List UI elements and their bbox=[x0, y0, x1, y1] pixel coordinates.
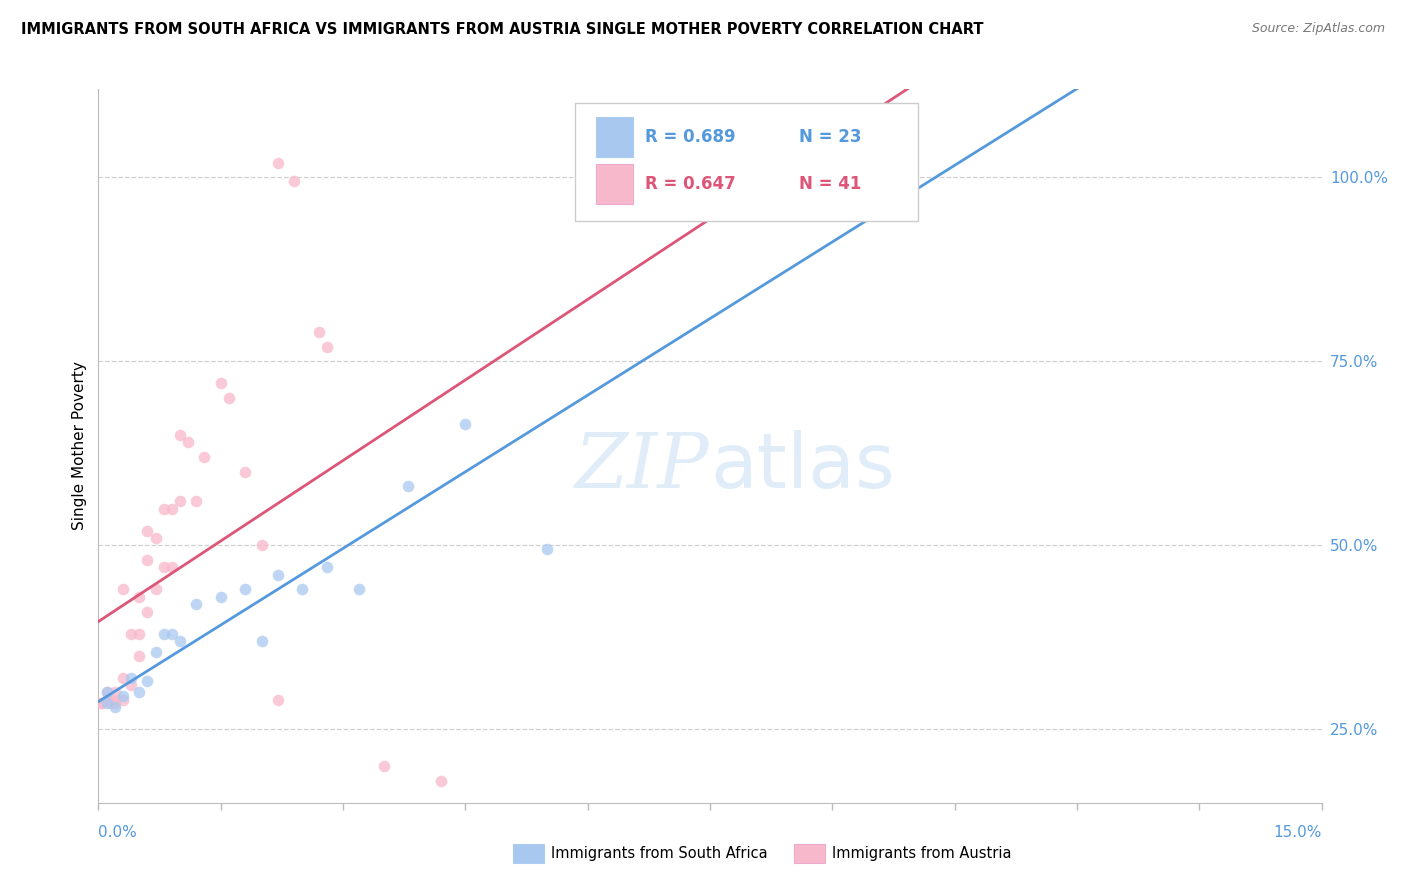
FancyBboxPatch shape bbox=[596, 118, 633, 157]
Point bbox=[136, 605, 159, 619]
Point bbox=[233, 465, 256, 479]
Point bbox=[120, 626, 142, 640]
Point bbox=[160, 501, 183, 516]
Point bbox=[104, 685, 127, 699]
Point bbox=[283, 174, 305, 188]
Point bbox=[96, 697, 118, 711]
Point bbox=[186, 597, 208, 611]
Point bbox=[845, 163, 868, 178]
Point bbox=[218, 391, 240, 405]
Point bbox=[128, 648, 150, 663]
Point bbox=[136, 674, 159, 689]
Point bbox=[267, 693, 290, 707]
Point bbox=[349, 582, 371, 597]
Point bbox=[120, 678, 142, 692]
Point bbox=[145, 531, 167, 545]
Point bbox=[250, 634, 273, 648]
Point bbox=[250, 538, 273, 552]
Text: Source: ZipAtlas.com: Source: ZipAtlas.com bbox=[1251, 22, 1385, 36]
Text: ZIP: ZIP bbox=[575, 431, 710, 504]
Point bbox=[111, 582, 134, 597]
Point bbox=[536, 541, 558, 556]
Point bbox=[152, 560, 174, 574]
Point bbox=[111, 689, 134, 703]
Point bbox=[152, 626, 174, 640]
Point bbox=[104, 693, 127, 707]
FancyBboxPatch shape bbox=[596, 164, 633, 203]
FancyBboxPatch shape bbox=[575, 103, 918, 221]
Point bbox=[111, 671, 134, 685]
Text: Immigrants from Austria: Immigrants from Austria bbox=[832, 847, 1012, 861]
Point bbox=[96, 685, 118, 699]
Point bbox=[233, 582, 256, 597]
Point bbox=[136, 553, 159, 567]
Point bbox=[145, 645, 167, 659]
Point bbox=[90, 697, 112, 711]
Point bbox=[100, 697, 122, 711]
Point bbox=[177, 435, 200, 450]
Text: N = 23: N = 23 bbox=[800, 128, 862, 146]
Point bbox=[160, 626, 183, 640]
Point bbox=[315, 560, 337, 574]
Point bbox=[91, 697, 114, 711]
Text: atlas: atlas bbox=[710, 431, 894, 504]
Text: IMMIGRANTS FROM SOUTH AFRICA VS IMMIGRANTS FROM AUSTRIA SINGLE MOTHER POVERTY CO: IMMIGRANTS FROM SOUTH AFRICA VS IMMIGRAN… bbox=[21, 22, 984, 37]
Point bbox=[209, 376, 232, 391]
Text: Immigrants from South Africa: Immigrants from South Africa bbox=[551, 847, 768, 861]
Point bbox=[291, 582, 314, 597]
Point bbox=[193, 450, 215, 464]
Point bbox=[308, 325, 330, 339]
Point bbox=[169, 494, 191, 508]
Point bbox=[96, 685, 118, 699]
Point bbox=[128, 590, 150, 604]
Point bbox=[160, 560, 183, 574]
Point bbox=[152, 501, 174, 516]
Point bbox=[169, 634, 191, 648]
Point bbox=[111, 693, 134, 707]
Point bbox=[267, 567, 290, 582]
Text: 15.0%: 15.0% bbox=[1274, 825, 1322, 840]
Text: R = 0.689: R = 0.689 bbox=[645, 128, 735, 146]
Point bbox=[396, 479, 419, 493]
Y-axis label: Single Mother Poverty: Single Mother Poverty bbox=[72, 361, 87, 531]
Point bbox=[169, 428, 191, 442]
Point bbox=[104, 697, 127, 711]
Point bbox=[128, 626, 150, 640]
Point bbox=[128, 685, 150, 699]
Point bbox=[186, 494, 208, 508]
Point bbox=[145, 582, 167, 597]
Text: R = 0.647: R = 0.647 bbox=[645, 175, 735, 193]
Text: N = 41: N = 41 bbox=[800, 175, 862, 193]
Point bbox=[430, 773, 453, 788]
Point bbox=[120, 671, 142, 685]
Point bbox=[96, 693, 118, 707]
Point bbox=[315, 340, 337, 354]
Point bbox=[267, 155, 290, 169]
Point bbox=[373, 759, 395, 773]
Point bbox=[454, 417, 477, 431]
Point bbox=[209, 590, 232, 604]
Text: 0.0%: 0.0% bbox=[98, 825, 138, 840]
Point bbox=[136, 524, 159, 538]
Point bbox=[104, 700, 127, 714]
